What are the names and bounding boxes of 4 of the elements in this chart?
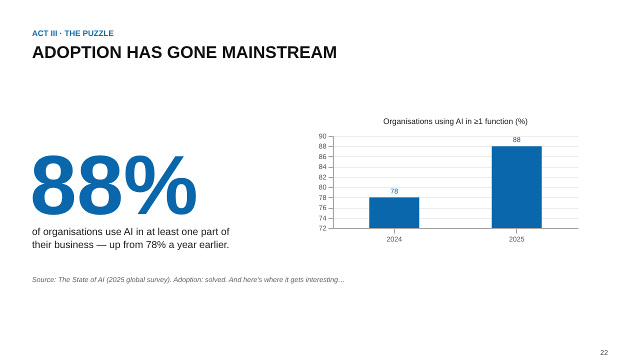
text: of organisations use AI in at least one part of their business — up from 78% a year earlier. bbox=[32, 227, 230, 251]
chart-title: Organisations using AI in ≥1 function (%) bbox=[383, 117, 528, 126]
text: ACT III · THE PUZZLE bbox=[32, 29, 114, 38]
text: ADOPTION HAS GONE MAINSTREAM bbox=[32, 43, 338, 62]
